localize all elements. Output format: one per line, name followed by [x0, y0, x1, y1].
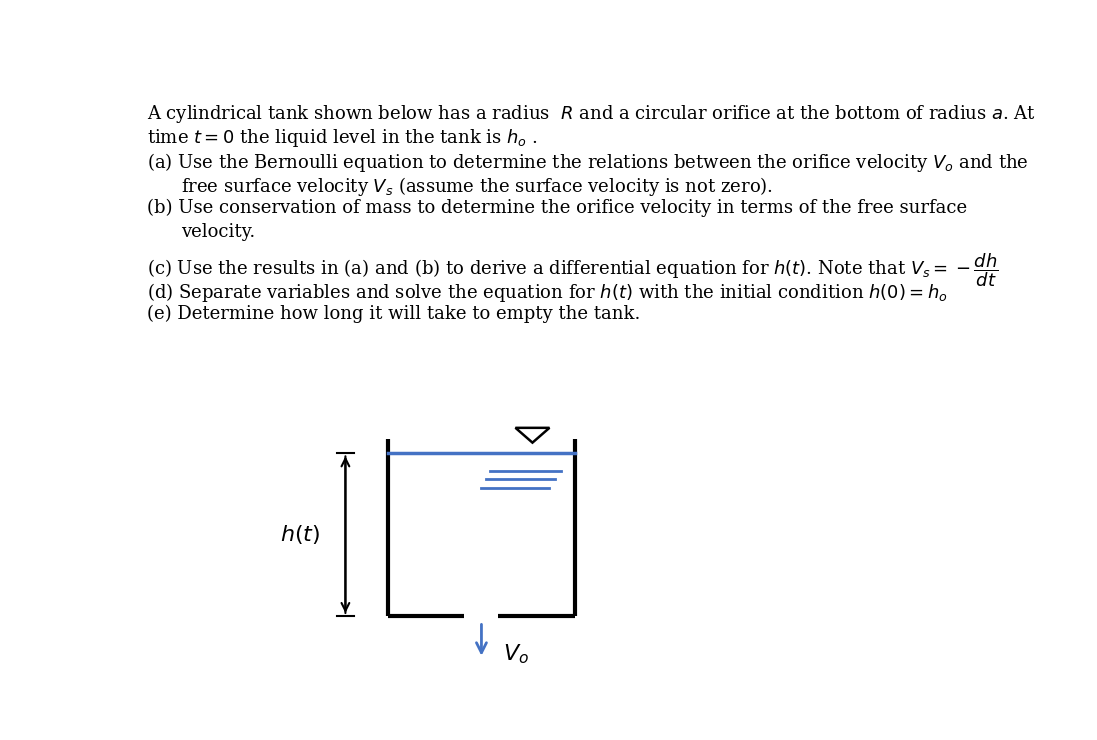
Text: free surface velocity $V_s$ (assume the surface velocity is not zero).: free surface velocity $V_s$ (assume the …: [181, 175, 773, 198]
Text: $h(t)$: $h(t)$: [280, 523, 320, 546]
Text: (c) Use the results in (a) and (b) to derive a differential equation for $h(t)$.: (c) Use the results in (a) and (b) to de…: [147, 251, 998, 289]
Text: velocity.: velocity.: [181, 223, 256, 240]
Text: (b) Use conservation of mass to determine the orifice velocity in terms of the f: (b) Use conservation of mass to determin…: [147, 199, 968, 217]
Text: $V_o$: $V_o$: [502, 642, 529, 666]
Text: (e) Determine how long it will take to empty the tank.: (e) Determine how long it will take to e…: [147, 305, 641, 323]
Text: A cylindrical tank shown below has a radius  $R$ and a circular orifice at the b: A cylindrical tank shown below has a rad…: [147, 103, 1037, 125]
Text: (d) Separate variables and solve the equation for $h(t)$ with the initial condit: (d) Separate variables and solve the equ…: [147, 280, 948, 304]
Text: time $t = 0$ the liquid level in the tank is $h_o$ .: time $t = 0$ the liquid level in the tan…: [147, 127, 539, 149]
Text: (a) Use the Bernoulli equation to determine the relations between the orifice ve: (a) Use the Bernoulli equation to determ…: [147, 151, 1029, 174]
